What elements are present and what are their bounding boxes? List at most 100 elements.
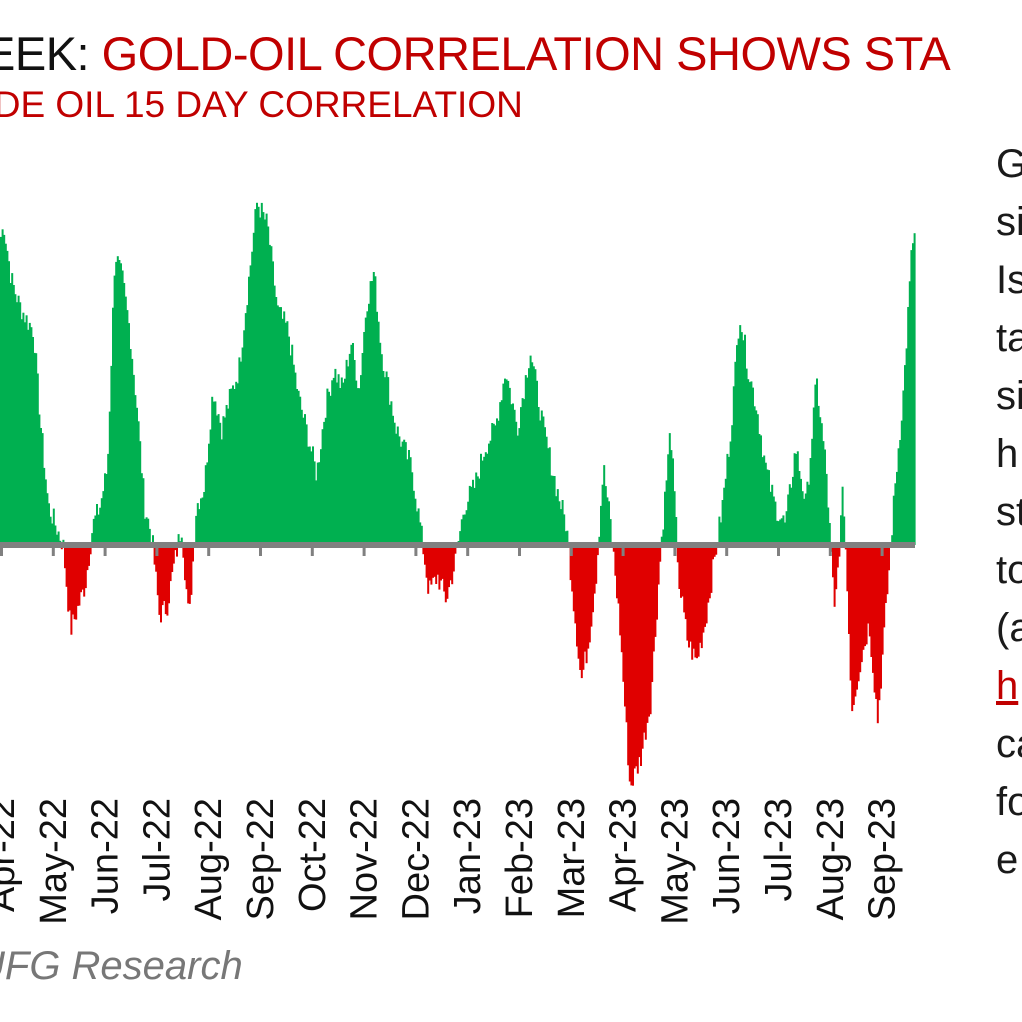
positive-correlation-bar <box>396 426 399 545</box>
negative-correlation-bar <box>443 545 446 592</box>
x-tick-label: May-22 <box>33 798 75 925</box>
positive-correlation-bar <box>809 458 812 545</box>
title-main: GOLD-OIL CORRELATION SHOWS STA <box>101 27 951 80</box>
negative-correlation-bar <box>156 545 159 596</box>
negative-correlation-bar <box>571 545 574 592</box>
negative-correlation-bar <box>681 545 684 597</box>
negative-correlation-bar <box>865 545 868 645</box>
positive-correlation-bar <box>267 226 270 545</box>
positive-correlation-bar <box>145 517 148 545</box>
negative-correlation-bar <box>704 545 706 627</box>
positive-correlation-bar <box>414 498 417 545</box>
positive-correlation-bar <box>486 453 489 545</box>
negative-correlation-bar <box>875 545 878 699</box>
positive-correlation-bar <box>820 423 823 545</box>
positive-correlation-bar <box>480 453 482 545</box>
negative-correlation-bar <box>678 545 681 589</box>
positive-correlation-bar <box>462 514 465 545</box>
positive-correlation-bar <box>896 471 898 545</box>
positive-correlation-bar <box>388 404 391 545</box>
negative-correlation-bar <box>188 545 191 604</box>
positive-correlation-bar <box>246 305 249 545</box>
positive-correlation-bar <box>729 441 732 545</box>
positive-correlation-bar <box>403 439 406 545</box>
negative-correlation-bar <box>161 545 164 606</box>
positive-correlation-bar <box>126 310 129 545</box>
positive-correlation-bar <box>763 455 766 545</box>
positive-correlation-bar <box>209 429 212 545</box>
positive-correlation-bar <box>817 405 820 545</box>
positive-correlation-bar <box>540 410 543 545</box>
negative-correlation-bar <box>857 545 860 682</box>
positive-correlation-bar <box>609 519 612 545</box>
negative-correlation-bar <box>878 545 881 701</box>
positive-correlation-bar <box>244 313 247 545</box>
positive-correlation-bar <box>723 487 726 545</box>
positive-correlation-bar <box>395 433 398 545</box>
chart-subtitle: UDE OIL 15 DAY CORRELATION <box>0 84 523 125</box>
positive-correlation-bar <box>740 332 743 545</box>
positive-correlation-bar <box>144 518 146 545</box>
negative-correlation-bar <box>176 545 178 557</box>
positive-correlation-bar <box>598 536 601 545</box>
negative-correlation-bar <box>428 545 431 581</box>
negative-correlation-bar <box>684 545 687 620</box>
positive-correlation-bar <box>251 251 254 545</box>
positive-correlation-bar <box>420 525 423 545</box>
side-line: st <box>996 490 1022 534</box>
positive-correlation-bar <box>345 359 348 545</box>
positive-correlation-bar <box>905 348 908 545</box>
positive-correlation-bar <box>478 478 481 545</box>
positive-correlation-bar <box>750 381 753 545</box>
negative-correlation-bar <box>67 545 70 612</box>
negative-correlation-bar <box>696 545 698 659</box>
positive-correlation-bar <box>401 441 404 545</box>
positive-correlation-bar <box>675 517 678 545</box>
positive-correlation-bar <box>737 338 740 545</box>
positive-correlation-bar <box>542 416 545 545</box>
positive-correlation-bar <box>736 345 738 545</box>
positive-correlation-bar <box>222 416 225 545</box>
side-line: si <box>996 374 1022 418</box>
x-tick-label: Apr-22 <box>0 798 23 912</box>
positive-correlation-bar <box>224 417 226 545</box>
positive-correlation-bar <box>115 261 118 545</box>
negative-correlation-bar <box>848 545 850 634</box>
positive-correlation-bar <box>771 484 774 545</box>
positive-correlation-bar <box>780 518 783 545</box>
negative-correlation-bar <box>715 545 718 555</box>
x-tick-label: Jun-22 <box>85 798 127 914</box>
positive-correlation-bar <box>353 360 356 545</box>
side-link[interactable]: h <box>996 664 1019 708</box>
positive-bars <box>0 202 916 546</box>
positive-correlation-bar <box>812 407 815 545</box>
positive-correlation-bar <box>360 375 362 545</box>
negative-correlation-bar <box>833 545 836 607</box>
positive-correlation-bar <box>340 377 343 545</box>
positive-correlation-bar <box>332 377 335 545</box>
negative-correlation-bar <box>166 545 169 616</box>
negative-correlation-bar <box>836 545 839 568</box>
positive-correlation-bar <box>129 349 132 545</box>
positive-correlation-bar <box>219 422 222 545</box>
positive-correlation-bar <box>302 417 305 545</box>
x-axis-tick <box>207 548 211 556</box>
positive-correlation-bar <box>358 388 361 545</box>
positive-correlation-bar <box>276 305 279 545</box>
negative-correlation-bar <box>699 545 702 643</box>
positive-correlation-bar <box>732 386 735 545</box>
positive-correlation-bar <box>33 352 36 545</box>
positive-correlation-bar <box>670 450 673 545</box>
positive-correlation-bar <box>492 423 495 545</box>
negative-correlation-bar <box>656 545 658 620</box>
negative-correlation-bar <box>692 545 695 649</box>
positive-correlation-bar <box>364 317 367 545</box>
positive-correlation-bar <box>385 371 388 545</box>
positive-correlation-bar <box>790 487 793 545</box>
negative-correlation-bar <box>72 545 74 615</box>
positive-correlation-bar <box>537 407 540 545</box>
negative-correlation-bar <box>710 545 713 593</box>
positive-correlation-bar <box>803 498 806 545</box>
positive-correlation-bar <box>123 283 126 545</box>
positive-correlation-bar <box>24 322 26 545</box>
